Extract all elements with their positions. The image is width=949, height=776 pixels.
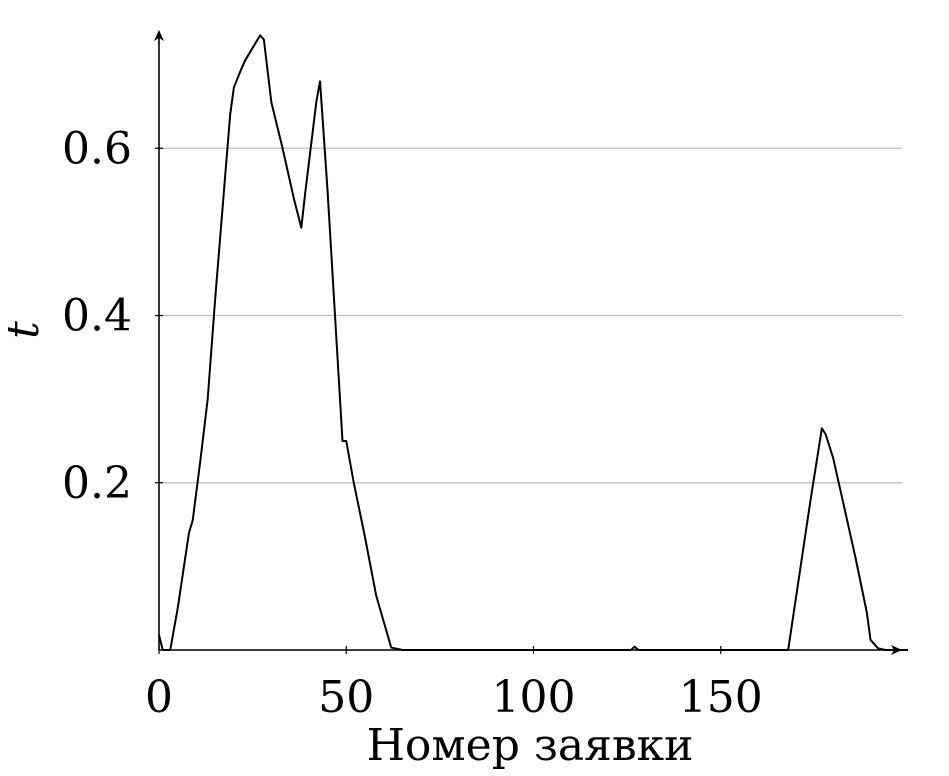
series-lines	[158, 34, 908, 651]
gridlines	[159, 147, 902, 484]
y-tick-label-1: 0.4	[62, 291, 132, 342]
x-axis-arrow	[891, 645, 902, 655]
x-tick-label-1: 50	[318, 672, 374, 723]
tick-labels: 0 50 100 150 0.2 0.4 0.6	[62, 123, 763, 723]
series-line-0	[158, 34, 908, 651]
y-axis-arrow	[154, 30, 164, 41]
x-axis-title: Номер заявки	[367, 720, 694, 771]
x-tick-label-2: 100	[492, 672, 576, 723]
axes	[154, 30, 902, 655]
y-tick-label-2: 0.6	[62, 123, 132, 174]
x-tick-label-0: 0	[145, 672, 173, 723]
y-axis-title: t	[0, 321, 49, 339]
y-tick-label-0: 0.2	[62, 458, 132, 509]
x-tick-label-3: 150	[679, 672, 763, 723]
